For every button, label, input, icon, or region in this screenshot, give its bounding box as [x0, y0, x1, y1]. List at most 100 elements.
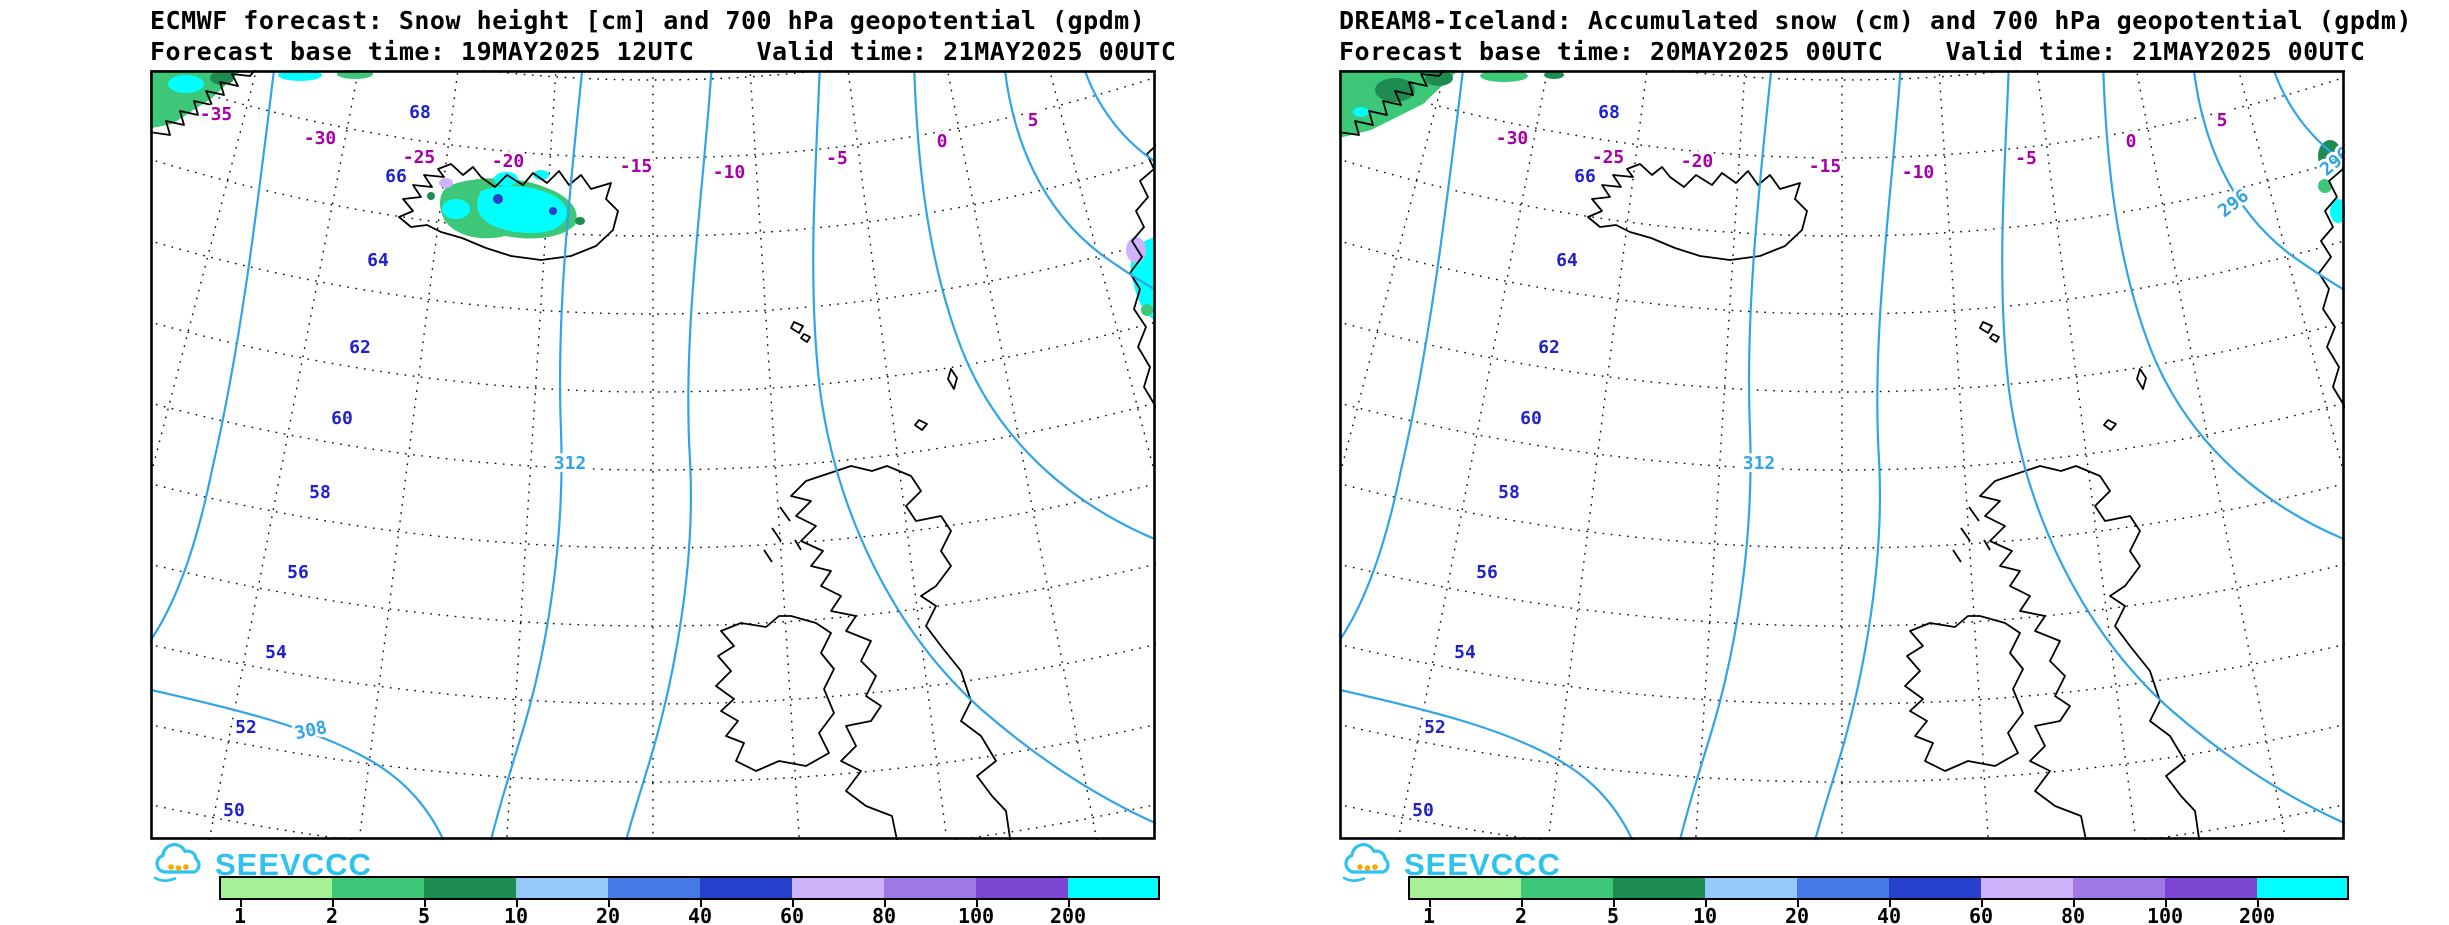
legend-color-cell [884, 878, 976, 898]
longitude-label: 0 [937, 131, 948, 152]
legend-tick-label: 100 [957, 904, 995, 925]
legend-tick [240, 900, 242, 907]
panel-subtitle: Forecast base time: 19MAY2025 12UTC Vali… [150, 37, 1177, 66]
longitude-label: -35 [200, 104, 233, 125]
longitude-label: -20 [492, 151, 525, 172]
legend-tick [1981, 900, 1983, 907]
latitude-label: 60 [331, 408, 353, 429]
panel-dream8: DREAM8-Iceland: Accumulated snow (cm) an… [1339, 0, 2412, 925]
legend-tick [1521, 900, 1523, 907]
longitude-label: 5 [1028, 110, 1039, 131]
legend-color-cell [608, 878, 700, 898]
panel-ecmwf: ECMWF forecast: Snow height [cm] and 700… [150, 0, 1176, 925]
seevccc-logo-text: SEEVCCC [215, 846, 372, 882]
legend-tick [2257, 900, 2259, 907]
latitude-label: 52 [235, 717, 257, 738]
latitude-label: 54 [1454, 642, 1476, 663]
map-dream8: -30 -25 -20 -15 -10 -5 0 5 68 66 64 62 60 58 56 54 52 50 3… [1339, 70, 2345, 840]
longitude-label: -10 [713, 162, 746, 183]
contour-label: 296 [2214, 185, 2253, 222]
legend-tick [700, 900, 702, 907]
legend-tick [976, 900, 978, 907]
legend-tick [424, 900, 426, 907]
seevccc-cloud-icon [153, 843, 201, 882]
longitude-label: 0 [2126, 131, 2137, 152]
legend-tick-label: 200 [1049, 904, 1087, 925]
map-border [150, 70, 1156, 840]
legend-tick-label: 10 [1692, 904, 1718, 925]
legend-color-cell [2073, 878, 2165, 898]
panel-subtitle: Forecast base time: 20MAY2025 00UTC Vali… [1339, 37, 2366, 66]
latitude-label: 50 [223, 800, 245, 821]
legend-tick [608, 900, 610, 907]
legend-color-cell [700, 878, 792, 898]
latitude-label: 68 [409, 102, 431, 123]
legend-color-cell [1410, 878, 1521, 898]
snow-overlay [150, 70, 1156, 321]
seevccc-logo: SEEVCCC [1339, 843, 1561, 885]
map-border [1339, 70, 2345, 840]
longitude-label: -5 [2015, 148, 2037, 169]
longitude-label: -25 [1592, 147, 1625, 168]
seevccc-logo-text: SEEVCCC [1404, 846, 1561, 882]
latitude-label: 62 [1538, 337, 1560, 358]
latitude-label: 56 [287, 562, 309, 583]
legend-tick-label: 2 [325, 904, 339, 925]
latitude-label: 52 [1424, 717, 1446, 738]
legend-color-cell [2165, 878, 2257, 898]
legend-tick-label: 60 [1968, 904, 1994, 925]
latitude-label: 56 [1476, 562, 1498, 583]
legend-tick-label: 40 [1876, 904, 1902, 925]
latitude-label: 64 [367, 250, 389, 271]
longitude-label: -30 [1496, 128, 1529, 149]
graticule [1339, 70, 2345, 840]
legend-tick-label: 40 [687, 904, 713, 925]
legend-color-cell [1981, 878, 2073, 898]
panel-title: DREAM8-Iceland: Accumulated snow (cm) an… [1339, 6, 2413, 35]
snow-scale-legend: 1 2 5 10 20 40 60 80 100 200 [1408, 876, 2349, 925]
contour-label: 308 [293, 717, 329, 744]
legend-color-cell [221, 878, 332, 898]
longitude-label: -10 [1902, 162, 1935, 183]
legend-bar [219, 876, 1160, 900]
legend-tick-label: 1 [233, 904, 247, 925]
longitude-label: -20 [1681, 151, 1714, 172]
legend-tick [2165, 900, 2167, 907]
legend-tick-label: 80 [2060, 904, 2086, 925]
legend-tick [1429, 900, 1431, 907]
graticule [150, 70, 1156, 840]
legend-color-cell [976, 878, 1068, 898]
longitude-label: 5 [2217, 110, 2228, 131]
legend-tick [792, 900, 794, 907]
legend-tick [1705, 900, 1707, 907]
map-labels: -30 -25 -20 -15 -10 -5 0 5 68 66 64 62 60 58 56 54 52 50 3… [1409, 99, 2345, 824]
legend-tick [332, 900, 334, 907]
legend-color-cell [1613, 878, 1705, 898]
legend-tick-label: 80 [871, 904, 897, 925]
legend-color-cell [332, 878, 424, 898]
legend-tick-label: 10 [503, 904, 529, 925]
latitude-label: 66 [1574, 166, 1596, 187]
legend-tick-label: 5 [1606, 904, 1620, 925]
longitude-label: -5 [826, 148, 848, 169]
legend-tick-label: 1 [1422, 904, 1436, 925]
snow-scale-legend: 1 2 5 10 20 40 60 80 100 200 [219, 876, 1160, 925]
legend-tick [516, 900, 518, 907]
seevccc-cloud-icon [1342, 843, 1390, 882]
latitude-label: 58 [1498, 482, 1520, 503]
legend-color-cell [516, 878, 608, 898]
legend-tick-label: 5 [417, 904, 431, 925]
legend-tick-label: 100 [2146, 904, 2184, 925]
seevccc-logo: SEEVCCC [150, 843, 372, 885]
legend-bar [1408, 876, 2349, 900]
legend-tick-label: 200 [2238, 904, 2276, 925]
map-ecmwf: -35 -30 -25 -20 -15 -10 -5 0 5 68 66 64 62 60 58 56 54 52… [150, 70, 1156, 840]
panel-title: ECMWF forecast: Snow height [cm] and 700… [150, 6, 1146, 35]
legend-tick [2073, 900, 2075, 907]
latitude-label: 66 [385, 166, 407, 187]
longitude-label: -30 [304, 128, 337, 149]
contour-label: 312 [1743, 453, 1776, 474]
legend-tick-label: 60 [779, 904, 805, 925]
geopotential-contours [1339, 70, 2345, 840]
